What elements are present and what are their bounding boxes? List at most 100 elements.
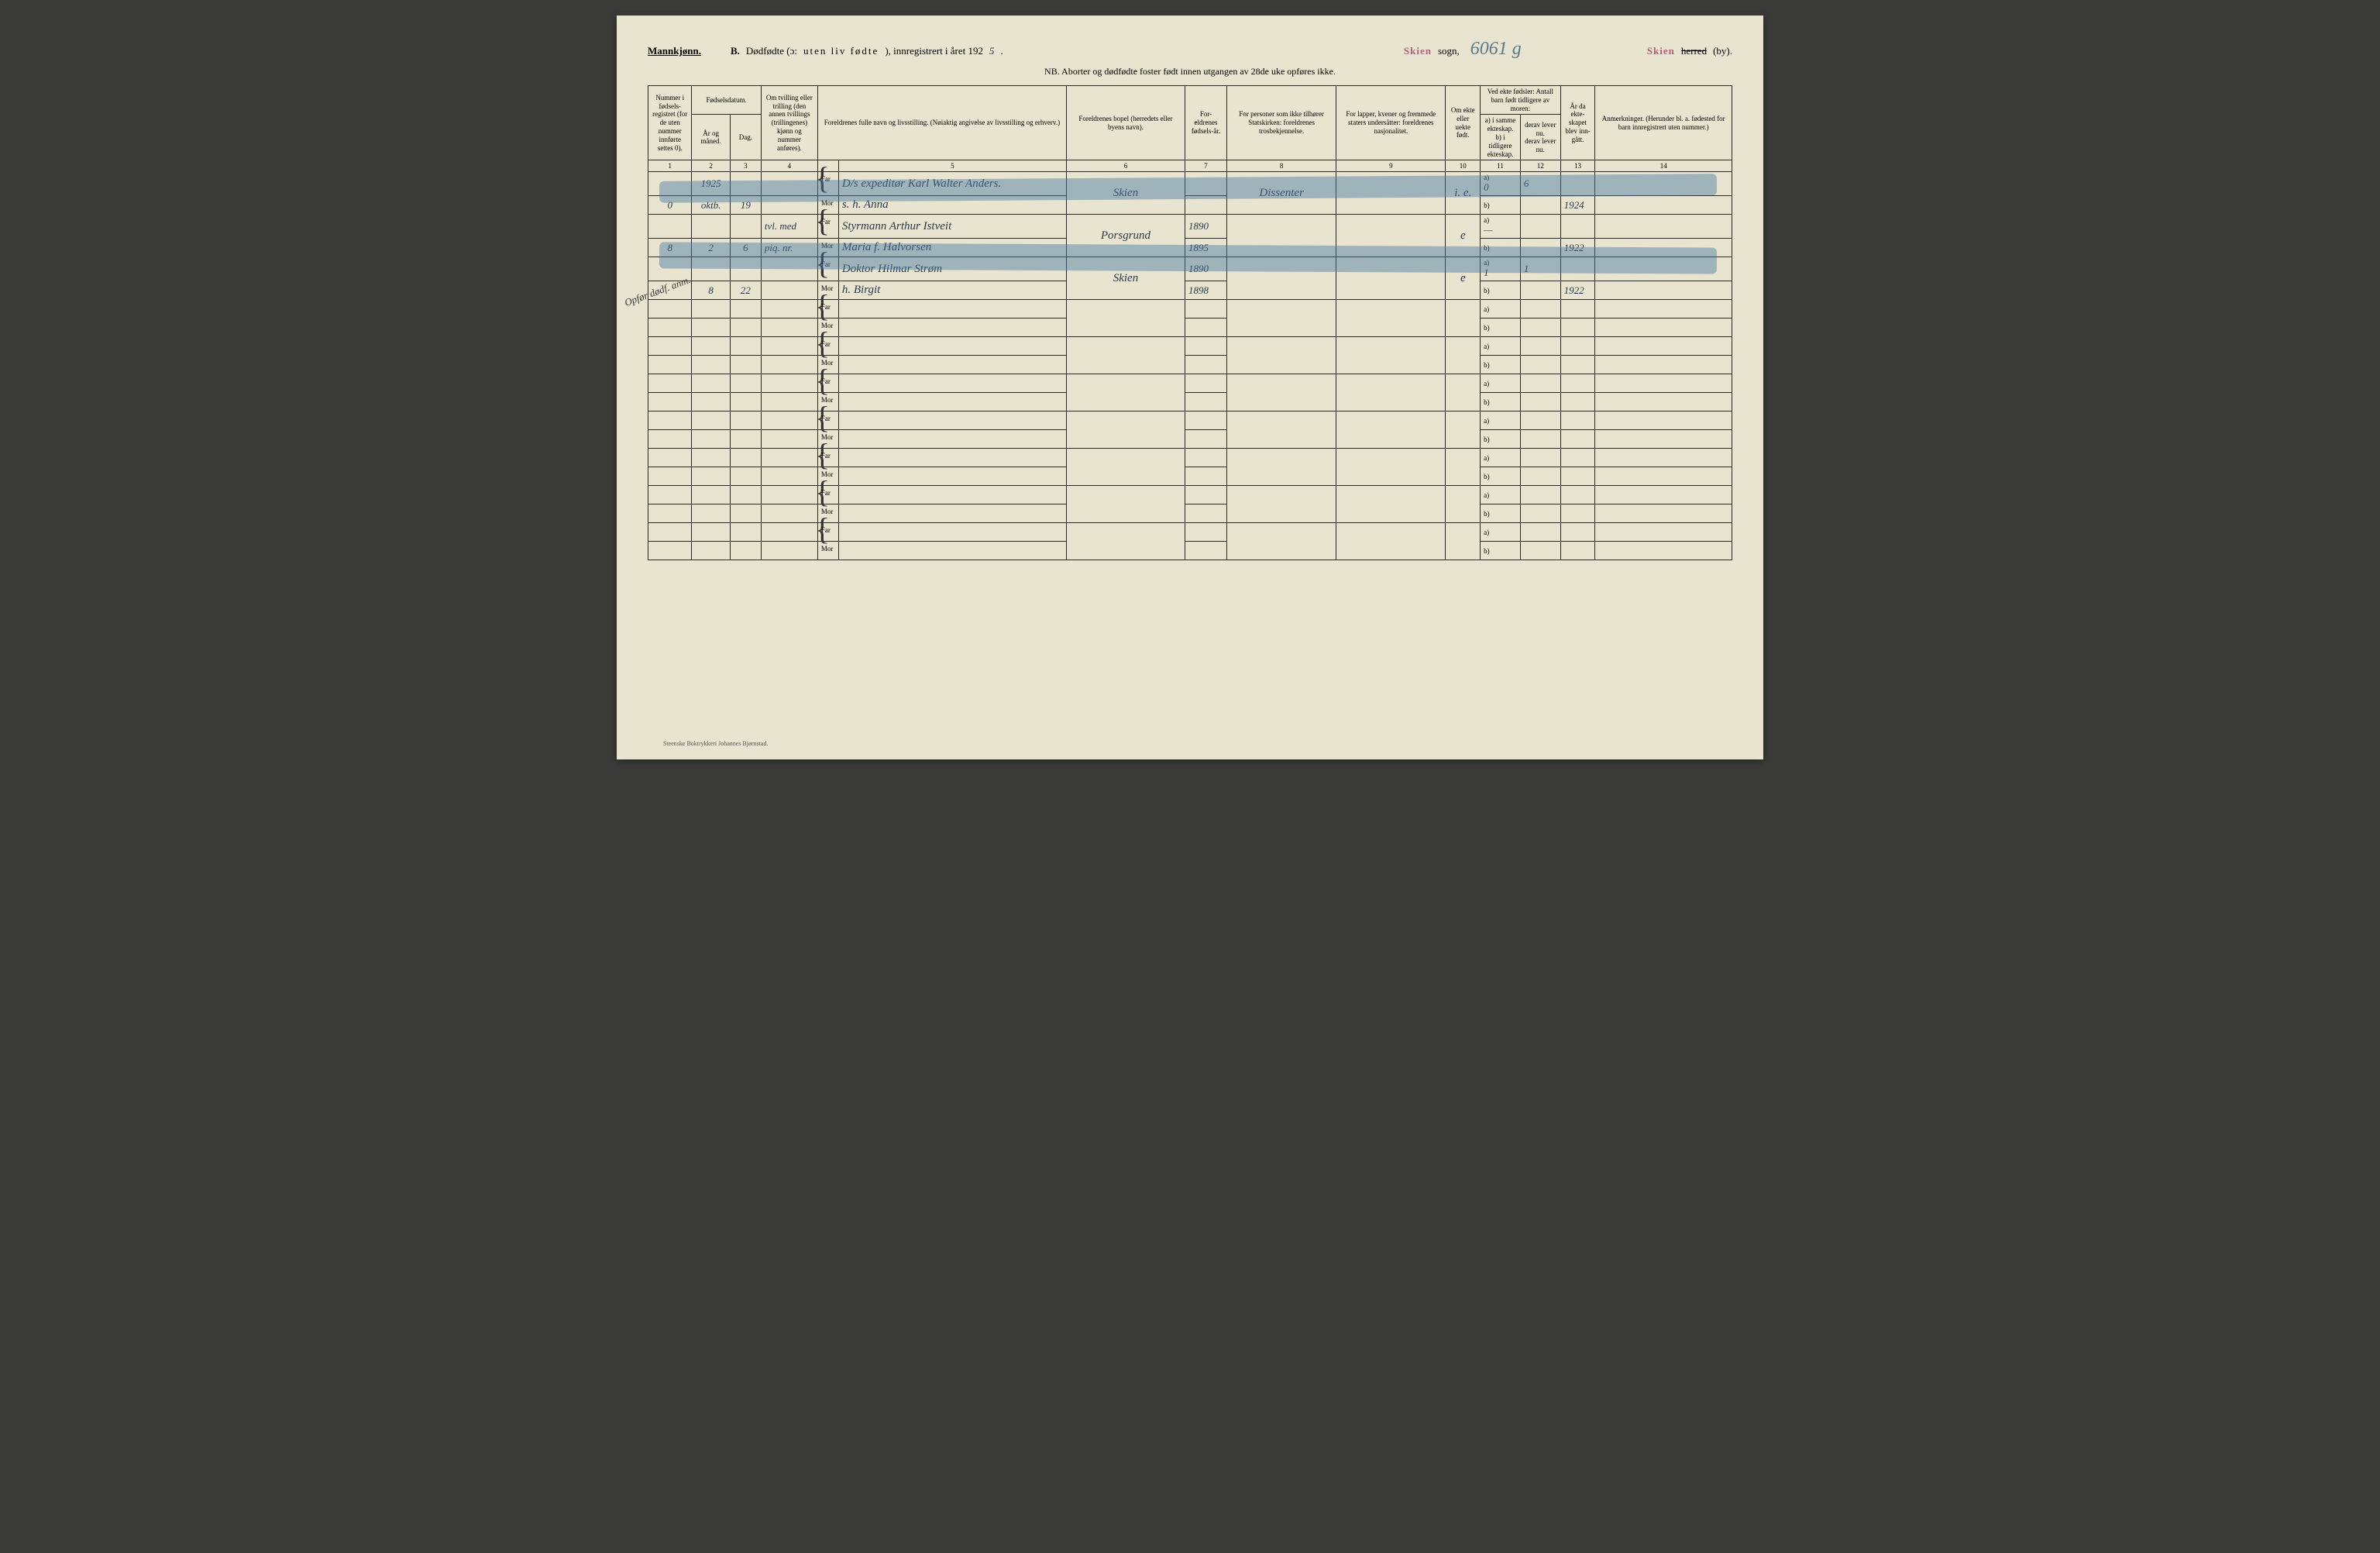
far-label: Far [821,377,831,385]
col-header-9: For lapper, kvener og fremmede staters u… [1336,86,1446,160]
blank-row: Morb) [648,356,1732,374]
register-page: Opfør dødf. anm. Mannkjønn. B. Dødfødte … [617,15,1763,759]
blank-row: {Fara) [648,523,1732,542]
b-label: b) [1484,398,1517,406]
far-label: Far [821,415,831,422]
entry-row-mor: 0oktb.19Mors. h. Annab)1924 [648,196,1732,215]
col-header-13: År da ekte-skapet blev inn-gått. [1560,86,1595,160]
far-label: Far [821,526,831,534]
col-header-12: derav lever nu. derav lever nu. [1520,115,1560,160]
col-header-8: For personer som ikke tilhører Statskirk… [1227,86,1336,160]
section-title-2: ), innregistrert i året 192 [885,45,983,57]
year-digit: 5 [989,45,995,57]
b-label: b) [1484,473,1517,480]
a-label: a) [1484,529,1517,536]
entry-row-far: tvl. med{FarStyrmann Arthur IstveitPorsg… [648,215,1732,239]
colnum: 4 [761,160,817,172]
col-header-6: Foreldrenes bopel (herredets eller byens… [1067,86,1185,160]
blank-row: {Fara) [648,411,1732,430]
b-label: b) [1484,547,1517,555]
col-header-10: Om ekte eller uekte født. [1446,86,1481,160]
col-header-14: Anmerkninger. (Herunder bl. a. fødested … [1595,86,1732,160]
colnum: 12 [1520,160,1560,172]
col-header-5: Foreldrenes fulle navn og livsstilling. … [817,86,1066,160]
col-header-2: År og måned. [692,115,730,160]
gender-label: Mannkjønn. [648,45,701,57]
blank-row: {Fara) [648,374,1732,393]
a-label: a) [1484,417,1517,425]
a-label: a) [1484,454,1517,462]
colnum: 13 [1560,160,1595,172]
blank-row: {Fara) [648,486,1732,504]
entry-row-mor: 822Morh. Birgit1898b)1922 [648,281,1732,300]
blank-row: Morb) [648,467,1732,486]
far-label: Far [821,260,831,268]
register-table: Nummer i fødsels-registret (for de uten … [648,85,1732,560]
col-header-3: Dag. [730,115,761,160]
a-label: a) [1484,174,1517,181]
far-label: Far [821,340,831,348]
sogn-label: sogn, [1438,45,1460,57]
colnum: 10 [1446,160,1481,172]
far-label: Far [821,489,831,497]
nb-line: NB. Aborter og dødfødte foster født inne… [648,66,1732,77]
header-line: Mannkjønn. B. Dødfødte (ɔ: uten liv født… [648,39,1732,60]
far-label: Far [821,175,831,183]
blank-row: Morb) [648,319,1732,337]
col-header-4: Om tvilling eller trilling (den annen tv… [761,86,817,160]
herred-struck: herred [1681,45,1707,57]
col-header-11: a) i samme ekteskap. b) i tidligere ekte… [1481,115,1521,160]
colnum: 11 [1481,160,1521,172]
b-label: b) [1484,324,1517,332]
printer-footer: Steenske Boktrykkeri Johannes Bjørnstad. [663,740,769,747]
handwritten-page-number: 6061 g [1470,39,1522,60]
section-title-spaced: uten liv fødte [803,45,879,57]
mor-label: Mor [821,545,834,553]
column-number-row: 1 2 3 4 5 6 7 8 9 10 11 12 13 14 [648,160,1732,172]
colnum: 1 [648,160,692,172]
colnum: 8 [1227,160,1336,172]
blank-row: Morb) [648,430,1732,449]
blank-row: {Fara) [648,449,1732,467]
by-label: (by). [1713,45,1732,57]
colnum: 5 [838,160,1066,172]
blank-row: {Fara) [648,300,1732,319]
a-label: a) [1484,259,1517,267]
colnum: 2 [692,160,730,172]
col-header-1: Nummer i fødsels-registret (for de uten … [648,86,692,160]
a-label: a) [1484,491,1517,499]
col-header-2-group: Fødselsdatum. [692,86,761,115]
b-label: b) [1484,201,1517,209]
colnum: 3 [730,160,761,172]
a-label: a) [1484,305,1517,313]
entry-row-far: 1925{FarD/s expeditør Karl Walter Anders… [648,172,1732,196]
colnum: 7 [1185,160,1226,172]
colnum: 9 [1336,160,1446,172]
section-title-1: Dødfødte (ɔ: [746,45,797,57]
section-letter: B. [731,45,740,57]
col-header-7: For-eldrenes fødsels-år. [1185,86,1226,160]
far-label: Far [821,303,831,311]
stamp-sogn: Skien [1404,45,1432,57]
b-label: b) [1484,436,1517,443]
blank-row: Morb) [648,393,1732,411]
entry-row-mor: 826piq. nr.MorMaria f. Halvorsen1895b)19… [648,239,1732,257]
colnum: 14 [1595,160,1732,172]
entries-body: 1925{FarD/s expeditør Karl Walter Anders… [648,172,1732,560]
entry-row-far: {FarDoktor Hilmar StrømSkien1890ea)11 [648,257,1732,281]
a-label: a) [1484,343,1517,350]
stamp-herred: Skien [1647,45,1675,57]
far-label: Far [821,218,831,226]
b-label: b) [1484,361,1517,369]
b-label: b) [1484,510,1517,518]
period: . [1001,45,1003,57]
b-label: b) [1484,244,1517,252]
blank-row: {Fara) [648,337,1732,356]
colnum: 6 [1067,160,1185,172]
blank-row: Mor b) [648,542,1732,560]
table-header: Nummer i fødsels-registret (for de uten … [648,86,1732,172]
b-label: b) [1484,287,1517,294]
blank-row: Morb) [648,504,1732,523]
far-label: Far [821,452,831,460]
a-label: a) [1484,216,1517,224]
